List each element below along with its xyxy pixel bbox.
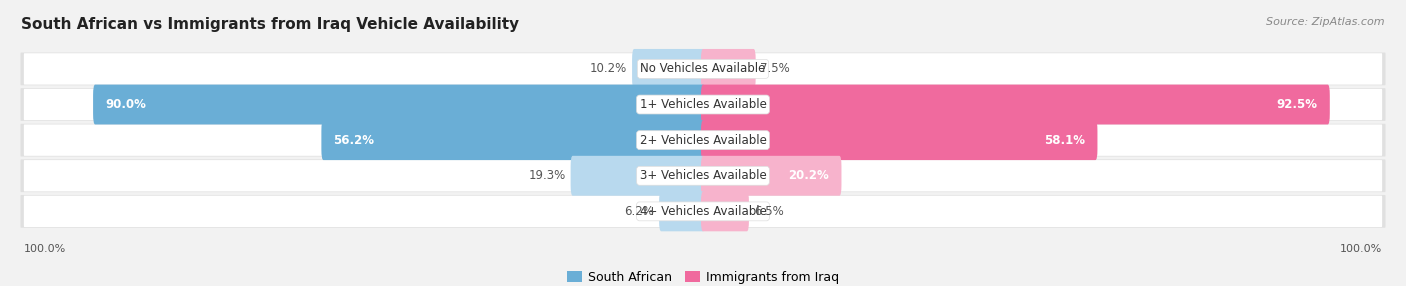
Text: 6.5%: 6.5% bbox=[754, 205, 783, 218]
FancyBboxPatch shape bbox=[702, 156, 841, 196]
FancyBboxPatch shape bbox=[93, 85, 704, 124]
Text: 4+ Vehicles Available: 4+ Vehicles Available bbox=[640, 205, 766, 218]
FancyBboxPatch shape bbox=[702, 120, 1098, 160]
FancyBboxPatch shape bbox=[21, 159, 1385, 192]
Legend: South African, Immigrants from Iraq: South African, Immigrants from Iraq bbox=[562, 266, 844, 286]
FancyBboxPatch shape bbox=[322, 120, 704, 160]
FancyBboxPatch shape bbox=[21, 195, 1385, 228]
Text: 10.2%: 10.2% bbox=[591, 62, 627, 76]
Text: 6.2%: 6.2% bbox=[624, 205, 654, 218]
FancyBboxPatch shape bbox=[24, 160, 1382, 191]
Text: 1+ Vehicles Available: 1+ Vehicles Available bbox=[640, 98, 766, 111]
FancyBboxPatch shape bbox=[21, 53, 1385, 85]
Text: 20.2%: 20.2% bbox=[789, 169, 830, 182]
FancyBboxPatch shape bbox=[702, 191, 749, 231]
Text: 100.0%: 100.0% bbox=[1340, 244, 1382, 254]
FancyBboxPatch shape bbox=[702, 85, 1330, 124]
Text: South African vs Immigrants from Iraq Vehicle Availability: South African vs Immigrants from Iraq Ve… bbox=[21, 17, 519, 31]
FancyBboxPatch shape bbox=[633, 49, 704, 89]
FancyBboxPatch shape bbox=[24, 124, 1382, 156]
Text: Source: ZipAtlas.com: Source: ZipAtlas.com bbox=[1267, 17, 1385, 27]
Text: 58.1%: 58.1% bbox=[1045, 134, 1085, 147]
Text: 19.3%: 19.3% bbox=[529, 169, 565, 182]
Text: 7.5%: 7.5% bbox=[761, 62, 790, 76]
FancyBboxPatch shape bbox=[24, 53, 1382, 85]
Text: 92.5%: 92.5% bbox=[1277, 98, 1317, 111]
FancyBboxPatch shape bbox=[659, 191, 704, 231]
Text: 3+ Vehicles Available: 3+ Vehicles Available bbox=[640, 169, 766, 182]
FancyBboxPatch shape bbox=[24, 196, 1382, 227]
FancyBboxPatch shape bbox=[21, 88, 1385, 121]
FancyBboxPatch shape bbox=[21, 124, 1385, 156]
Text: 2+ Vehicles Available: 2+ Vehicles Available bbox=[640, 134, 766, 147]
FancyBboxPatch shape bbox=[702, 49, 755, 89]
Text: 100.0%: 100.0% bbox=[24, 244, 66, 254]
Text: 90.0%: 90.0% bbox=[105, 98, 146, 111]
FancyBboxPatch shape bbox=[24, 89, 1382, 120]
FancyBboxPatch shape bbox=[571, 156, 704, 196]
Text: 56.2%: 56.2% bbox=[333, 134, 374, 147]
Text: No Vehicles Available: No Vehicles Available bbox=[640, 62, 766, 76]
